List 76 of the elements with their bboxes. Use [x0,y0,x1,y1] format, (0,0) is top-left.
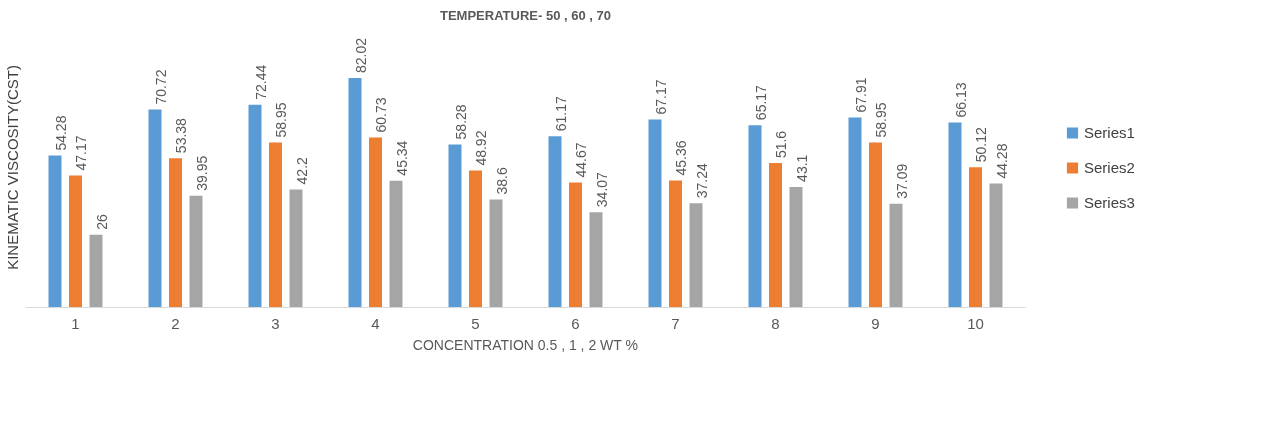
chart-title: TEMPERATURE- 50 , 60 , 70 [440,7,611,23]
y-axis-title: KINEMATIC VISCOSITY(CST) [3,65,21,270]
data-label: 45.34 [394,140,410,176]
legend-label: Series2 [1084,158,1135,176]
data-label: 47.17 [73,135,90,171]
bar [989,183,1003,308]
bar [489,199,503,308]
bar [89,234,103,308]
bar [389,180,403,308]
data-label: 60.73 [373,97,390,133]
data-label: 82.02 [353,37,369,73]
bar [169,158,182,308]
x-tick-label: 6 [571,314,580,332]
x-tick-label: 10 [967,314,984,332]
data-label: 53.38 [173,117,190,154]
x-axis-title: CONCENTRATION 0.5 , 1 , 2 WT % [412,336,638,353]
x-tick-label: 8 [771,314,780,332]
legend-label: Series1 [1084,123,1135,141]
data-label: 44.67 [573,142,590,178]
bar [969,167,982,308]
bar [69,175,82,308]
data-label: 72.44 [253,64,269,100]
bar [289,189,303,308]
data-label: 37.24 [694,163,710,199]
data-label: 65.17 [753,84,769,121]
data-label: 51.6 [773,130,790,159]
bar [869,142,882,308]
bar [789,186,803,308]
bar [369,137,382,308]
bar [689,203,703,308]
bar [269,142,282,308]
data-label: 66.13 [953,82,969,118]
data-label: 50.12 [973,127,990,163]
bar [48,155,62,308]
data-label: 58.95 [873,102,890,138]
data-label: 45.36 [673,140,690,176]
bar [948,122,962,308]
legend-label: Series3 [1084,193,1135,211]
data-label: 58.95 [273,102,290,138]
bar [669,180,682,308]
data-label: 67.91 [853,77,869,113]
data-label: 61.17 [553,96,569,132]
data-label: 38.6 [494,167,510,195]
bar [348,77,362,308]
bar [189,195,203,308]
bar [469,170,482,308]
data-label: 67.17 [653,79,669,115]
data-label: 58.28 [453,104,469,140]
data-label: 48.92 [473,130,490,166]
bar [248,104,262,308]
bar [648,119,662,308]
bar [889,203,903,308]
data-label: 39.95 [194,155,210,191]
data-label: 34.07 [594,171,610,208]
x-tick-label: 4 [371,314,380,332]
x-tick-label: 5 [471,314,480,332]
x-tick-label: 3 [271,314,280,332]
bar [769,163,782,308]
data-label: 70.72 [153,69,169,105]
x-tick-label: 2 [171,314,180,332]
bar [548,136,562,308]
data-label: 43.1 [794,154,810,182]
bar [848,117,862,308]
bar [589,212,603,308]
data-label: 42.2 [294,156,310,185]
bar [148,109,162,308]
data-label: 26 [94,213,110,230]
data-label: 37.09 [894,163,910,199]
bar [569,182,582,308]
x-tick-label: 1 [71,314,80,332]
bar [748,125,762,308]
data-label: 54.28 [53,115,69,151]
data-label: 44.28 [994,143,1010,179]
x-tick-label: 7 [671,314,680,332]
x-tick-label: 9 [871,314,880,332]
bar [448,144,462,308]
